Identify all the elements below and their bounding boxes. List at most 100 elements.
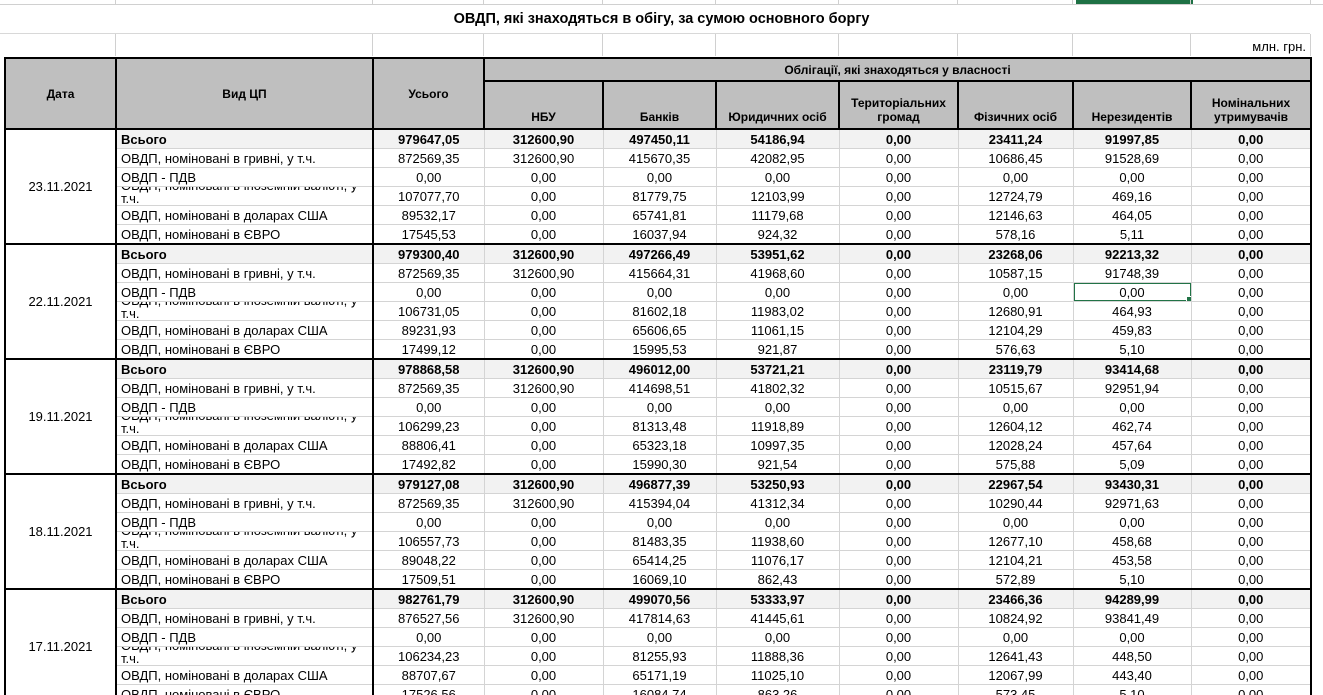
value-cell[interactable]: 312600,90 xyxy=(483,493,604,513)
date-cell[interactable]: 22.11.2021 xyxy=(4,243,117,360)
value-cell[interactable]: 982761,79 xyxy=(372,588,485,609)
value-cell[interactable]: 10515,67 xyxy=(957,378,1074,398)
value-cell[interactable]: 978868,58 xyxy=(372,358,485,379)
value-cell[interactable]: 11983,02 xyxy=(715,301,840,321)
value-cell[interactable]: 12677,10 xyxy=(957,531,1074,551)
value-cell[interactable]: 0,00 xyxy=(483,339,604,360)
value-cell[interactable]: 81779,75 xyxy=(602,186,717,206)
row-label-cell[interactable]: ОВДП, номіновані в іноземній валюті, ут.… xyxy=(115,301,374,321)
date-cell[interactable]: 18.11.2021 xyxy=(4,473,117,590)
row-label-cell[interactable]: ОВДП, номіновані в ЄВРО xyxy=(115,684,374,695)
value-cell[interactable]: 65171,19 xyxy=(602,665,717,685)
value-cell[interactable]: 11918,89 xyxy=(715,416,840,436)
value-cell[interactable]: 0,00 xyxy=(483,282,604,302)
value-cell[interactable]: 0,00 xyxy=(1190,608,1313,628)
row-label-cell[interactable]: ОВДП, номіновані в ЄВРО xyxy=(115,569,374,590)
value-cell[interactable]: 0,00 xyxy=(602,282,717,302)
value-cell[interactable]: 10290,44 xyxy=(957,493,1074,513)
value-cell[interactable]: 0,00 xyxy=(838,531,959,551)
value-cell[interactable]: 414698,51 xyxy=(602,378,717,398)
value-cell[interactable]: 23466,36 xyxy=(957,588,1074,609)
row-label-cell[interactable]: ОВДП, номіновані в гривні, у т.ч. xyxy=(115,608,374,628)
value-cell[interactable]: 81602,18 xyxy=(602,301,717,321)
value-cell[interactable]: 0,00 xyxy=(838,358,959,379)
value-cell[interactable]: 0,00 xyxy=(838,282,959,302)
value-cell[interactable]: 65606,65 xyxy=(602,320,717,340)
value-cell[interactable]: 12146,63 xyxy=(957,205,1074,225)
value-cell[interactable]: 0,00 xyxy=(838,493,959,513)
header-ownership-group[interactable]: Облігації, які знаходяться у власності xyxy=(482,57,1313,82)
header-owner-nbu[interactable]: НБУ xyxy=(483,80,604,130)
value-cell[interactable]: 10587,15 xyxy=(957,263,1074,283)
value-cell[interactable]: 872569,35 xyxy=(372,493,485,513)
value-cell[interactable]: 0,00 xyxy=(1190,301,1313,321)
value-cell[interactable]: 458,68 xyxy=(1072,531,1192,551)
value-cell[interactable]: 0,00 xyxy=(602,167,717,187)
row-label-cell[interactable]: ОВДП - ПДВ xyxy=(115,282,374,302)
value-cell[interactable]: 0,00 xyxy=(1072,167,1192,187)
value-cell[interactable]: 464,93 xyxy=(1072,301,1192,321)
value-cell[interactable]: 0,00 xyxy=(838,435,959,455)
row-label-cell[interactable]: Всього xyxy=(115,358,374,379)
value-cell[interactable]: 41968,60 xyxy=(715,263,840,283)
value-cell[interactable]: 415670,35 xyxy=(602,148,717,168)
value-cell[interactable]: 92213,32 xyxy=(1072,243,1192,264)
value-cell[interactable]: 15990,30 xyxy=(602,454,717,475)
value-cell[interactable]: 92951,94 xyxy=(1072,378,1192,398)
value-cell[interactable]: 497450,11 xyxy=(602,128,717,149)
row-label-cell[interactable]: Всього xyxy=(115,243,374,264)
value-cell[interactable]: 0,00 xyxy=(838,167,959,187)
value-cell[interactable]: 53721,21 xyxy=(715,358,840,379)
header-owner-nominal-holders[interactable]: Номінальних утримувачів xyxy=(1189,80,1313,130)
value-cell[interactable]: 0,00 xyxy=(483,531,604,551)
value-cell[interactable]: 0,00 xyxy=(838,550,959,570)
value-cell[interactable]: 17492,82 xyxy=(372,454,485,475)
value-cell[interactable]: 0,00 xyxy=(483,416,604,436)
value-cell[interactable]: 11938,60 xyxy=(715,531,840,551)
value-cell[interactable]: 17509,51 xyxy=(372,569,485,590)
row-label-cell[interactable]: ОВДП - ПДВ xyxy=(115,512,374,532)
value-cell[interactable]: 41312,34 xyxy=(715,493,840,513)
value-cell[interactable]: 41802,32 xyxy=(715,378,840,398)
value-cell[interactable]: 0,00 xyxy=(838,378,959,398)
value-cell[interactable]: 0,00 xyxy=(1190,588,1313,609)
value-cell[interactable]: 5,11 xyxy=(1072,224,1192,245)
row-label-cell[interactable]: ОВДП, номіновані в ЄВРО xyxy=(115,339,374,360)
value-cell[interactable]: 10824,92 xyxy=(957,608,1074,628)
value-cell[interactable]: 0,00 xyxy=(602,627,717,647)
value-cell[interactable]: 81255,93 xyxy=(602,646,717,666)
value-cell[interactable]: 0,00 xyxy=(715,627,840,647)
value-cell[interactable]: 415394,04 xyxy=(602,493,717,513)
value-cell[interactable]: 0,00 xyxy=(838,243,959,264)
value-cell[interactable]: 0,00 xyxy=(838,339,959,360)
row-label-cell[interactable]: ОВДП, номіновані в гривні, у т.ч. xyxy=(115,493,374,513)
value-cell[interactable]: 312600,90 xyxy=(483,473,604,494)
row-label-cell[interactable]: ОВДП - ПДВ xyxy=(115,627,374,647)
value-cell[interactable]: 0,00 xyxy=(1190,665,1313,685)
value-cell[interactable]: 469,16 xyxy=(1072,186,1192,206)
value-cell[interactable]: 578,16 xyxy=(957,224,1074,245)
value-cell[interactable]: 0,00 xyxy=(483,186,604,206)
value-cell[interactable]: 0,00 xyxy=(838,473,959,494)
value-cell[interactable]: 0,00 xyxy=(1072,397,1192,417)
value-cell[interactable]: 0,00 xyxy=(838,397,959,417)
value-cell[interactable]: 0,00 xyxy=(957,397,1074,417)
value-cell[interactable]: 0,00 xyxy=(715,282,840,302)
value-cell[interactable]: 12028,24 xyxy=(957,435,1074,455)
header-owner-nonresidents[interactable]: Нерезидентів xyxy=(1072,80,1192,130)
unit-row[interactable]: млн. грн. xyxy=(0,33,1311,56)
value-cell[interactable]: 5,10 xyxy=(1072,569,1192,590)
value-cell[interactable]: 0,00 xyxy=(1190,435,1313,455)
value-cell[interactable]: 0,00 xyxy=(483,684,604,695)
value-cell[interactable]: 0,00 xyxy=(957,167,1074,187)
value-cell[interactable]: 0,00 xyxy=(372,512,485,532)
value-cell[interactable]: 0,00 xyxy=(483,665,604,685)
value-cell[interactable]: 979300,40 xyxy=(372,243,485,264)
value-cell[interactable]: 0,00 xyxy=(1190,243,1313,264)
value-cell[interactable]: 0,00 xyxy=(372,397,485,417)
value-cell[interactable]: 312600,90 xyxy=(483,128,604,149)
value-cell[interactable]: 12724,79 xyxy=(957,186,1074,206)
value-cell[interactable]: 0,00 xyxy=(1190,684,1313,695)
value-cell[interactable]: 312600,90 xyxy=(483,358,604,379)
value-cell[interactable]: 0,00 xyxy=(1190,320,1313,340)
